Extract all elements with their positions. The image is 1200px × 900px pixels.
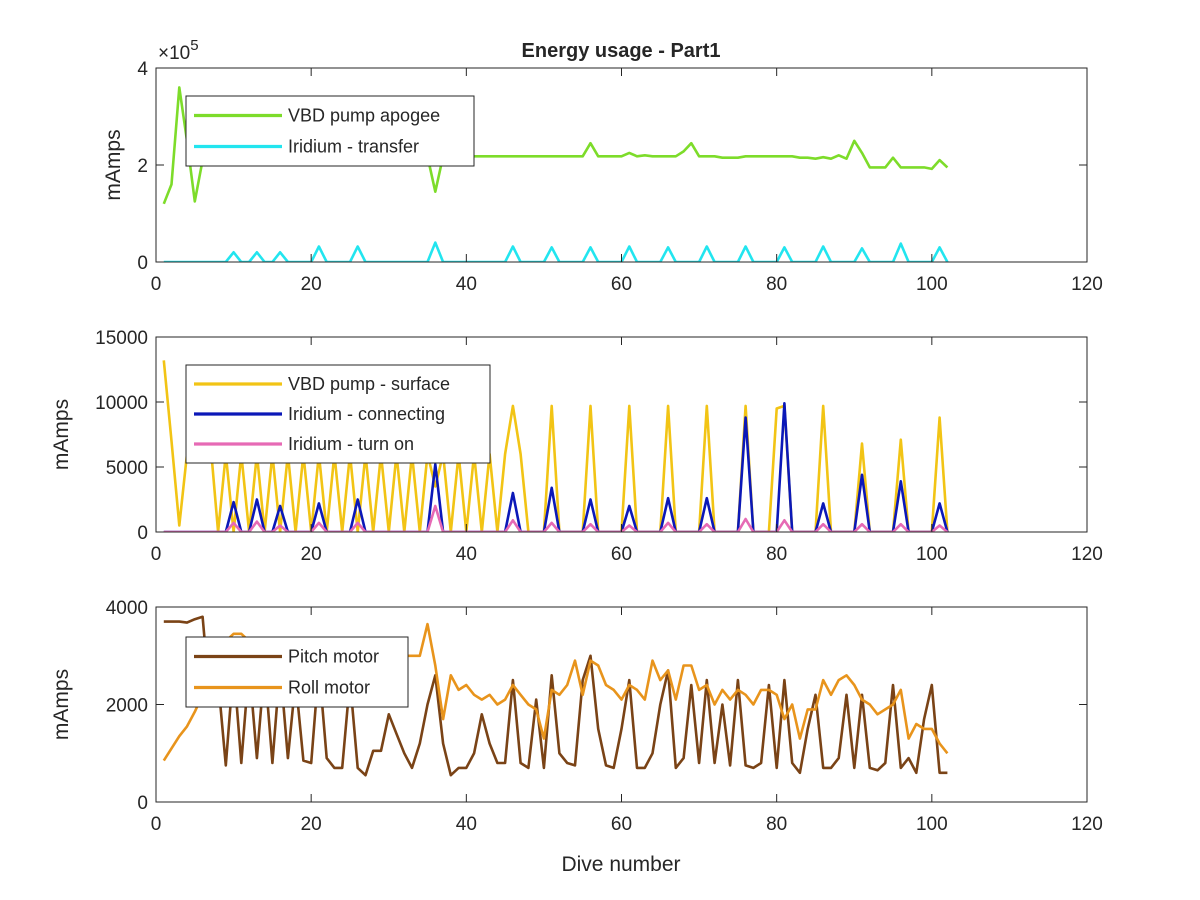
x-tick-label: 80: [766, 544, 787, 565]
legend-entry: Iridium - transfer: [288, 137, 419, 157]
axes-root: 0 20 40 60 80 100 120 0 2 4 ×105 mAmps VBD pump apog…: [50, 37, 1103, 835]
y-tick-label: 2000: [106, 696, 148, 717]
legend: VBD pump - surface Iridium - connecting Ir…: [185, 364, 491, 464]
x-tick-label: 0: [151, 814, 162, 835]
x-tick-label: 0: [151, 544, 162, 565]
x-tick-label: 60: [611, 814, 632, 835]
subplot-1: 0 20 40 60 80 100 120 0 2 4 ×105 mAmps VBD pump apog…: [102, 37, 1103, 295]
y-axis-label: mAmps: [50, 399, 73, 470]
x-tick-label: 120: [1071, 814, 1103, 835]
subplot-2: 0 20 40 60 80 100 120 0 5000 10000 15000 mAmps VBD p…: [50, 328, 1103, 565]
legend-entry: Pitch motor: [288, 647, 379, 667]
x-tick-label: 40: [456, 544, 477, 565]
x-tick-label: 80: [766, 274, 787, 295]
legend-entry: VBD pump - surface: [288, 374, 450, 394]
y-exponent-label: ×105: [158, 37, 199, 64]
legend-box: [185, 95, 475, 167]
x-axis-label: Dive number: [561, 853, 680, 876]
y-tick-label: 0: [137, 523, 148, 544]
y-axis-label: mAmps: [50, 669, 73, 740]
legend-entry: Iridium - connecting: [288, 404, 445, 424]
legend: VBD pump apogee Iridium - transfer: [185, 95, 475, 167]
y-tick-label: 4000: [106, 598, 148, 619]
legend-entry: VBD pump apogee: [288, 106, 440, 126]
x-tick-label: 40: [456, 274, 477, 295]
x-tick-label: 100: [916, 274, 948, 295]
x-tick-label: 100: [916, 544, 948, 565]
y-tick-label: 15000: [95, 328, 148, 349]
legend-entry: Iridium - turn on: [288, 434, 414, 454]
y-axis-label: mAmps: [102, 129, 125, 200]
x-tick-label: 120: [1071, 544, 1103, 565]
x-tick-label: 20: [301, 274, 322, 295]
y-tick-label: 0: [137, 253, 148, 274]
x-tick-label: 0: [151, 274, 162, 295]
x-tick-label: 40: [456, 814, 477, 835]
x-tick-label: 120: [1071, 274, 1103, 295]
y-tick-label: 5000: [106, 458, 148, 479]
y-tick-label: 10000: [95, 393, 148, 414]
x-tick-label: 100: [916, 814, 948, 835]
series-line-iridium-transfer: [163, 241, 949, 262]
legend-entry: Roll motor: [288, 678, 370, 698]
legend: Pitch motor Roll motor: [185, 636, 409, 708]
subplot-3: 0 20 40 60 80 100 120 0 2000 4000 mAmps Pitch motor…: [50, 598, 1103, 835]
y-tick-label: 2: [137, 156, 148, 177]
x-tick-label: 60: [611, 544, 632, 565]
x-tick-label: 80: [766, 814, 787, 835]
x-tick-label: 20: [301, 544, 322, 565]
y-tick-label: 0: [137, 793, 148, 814]
x-tick-label: 60: [611, 274, 632, 295]
y-tick-label: 4: [137, 59, 148, 80]
series-line-vbd-pump-surface: [162, 360, 949, 532]
x-tick-label: 20: [301, 814, 322, 835]
figure-title: Energy usage - Part1: [522, 40, 721, 62]
legend-box: [185, 636, 409, 708]
